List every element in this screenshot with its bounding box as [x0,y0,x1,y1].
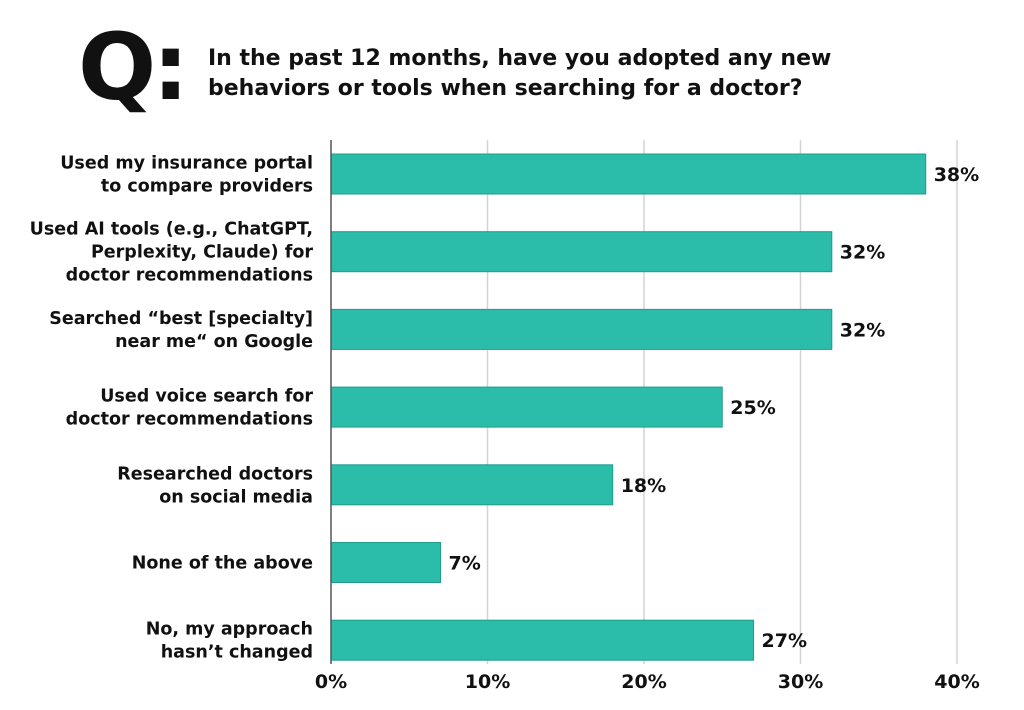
x-tick-label: 10% [465,671,510,693]
category-label: Perplexity, Claude) for [91,243,313,263]
category-label: Searched “best [specialty] [49,309,313,329]
category-label: Researched doctors [117,464,313,484]
category-label: None of the above [132,554,313,574]
bar-value-label: 25% [730,397,775,419]
x-tick-label: 40% [934,671,979,693]
bar [330,308,833,350]
bar-value-label: 38% [934,164,979,186]
category-label: Used voice search for [100,387,313,407]
category-label: on social media [159,487,313,507]
category-label: hasn’t changed [161,643,313,663]
bar-value-label: 32% [840,319,885,341]
question-title: In the past 12 months, have you adopted … [208,46,832,101]
bar [330,153,927,195]
x-tick-label: 0% [315,671,347,693]
category-label: near me“ on Google [115,332,313,352]
category-label: Used my insurance portal [60,154,313,174]
category-label: doctor recommendations [66,266,313,286]
bar [330,619,755,661]
category-label: No, my approach [146,620,313,640]
bar [330,542,442,583]
bar-value-label: 32% [840,242,885,264]
q-badge: Q: [78,14,189,121]
bar-value-label: 18% [621,475,666,497]
bar-value-label: 7% [449,553,481,575]
x-tick-label: 30% [778,671,823,693]
bar-value-label: 27% [762,630,807,652]
category-label: doctor recommendations [66,410,313,430]
bar [330,386,723,428]
x-tick-label: 20% [621,671,666,693]
bar [330,231,833,273]
category-label: Used AI tools (e.g., ChatGPT, [30,220,313,240]
bar [330,464,614,506]
category-label: to compare providers [101,177,313,197]
